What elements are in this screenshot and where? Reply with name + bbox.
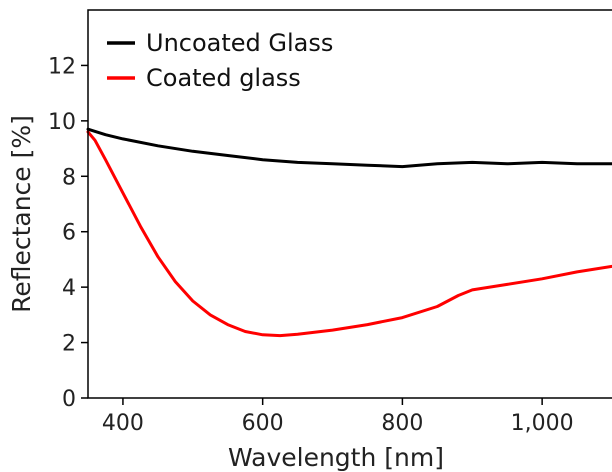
y-tick-label: 6 — [62, 221, 76, 246]
y-tick-label: 12 — [48, 54, 76, 79]
x-tick-label: 800 — [381, 411, 423, 436]
y-tick-label: 0 — [62, 387, 76, 412]
x-tick-label: 400 — [102, 411, 144, 436]
x-tick-label: 600 — [242, 411, 284, 436]
y-tick-label: 10 — [48, 110, 76, 135]
x-axis-title: Wavelength [nm] — [228, 443, 444, 472]
x-axis: 400 600 800 1,000 — [102, 398, 574, 436]
y-tick-label: 4 — [62, 276, 76, 301]
plot-frame — [87, 9, 612, 399]
plot-lines — [86, 127, 612, 338]
y-tick-label: 8 — [62, 165, 76, 190]
series-line-0 — [86, 127, 612, 169]
series-line-1 — [86, 130, 612, 338]
y-axis-title: Reflectance [%] — [7, 115, 36, 313]
legend-label: Uncoated Glass — [146, 29, 333, 57]
y-tick-label: 2 — [62, 332, 76, 357]
y-axis: 0 2 4 6 8 10 12 — [48, 54, 88, 412]
legend: Uncoated Glass Coated glass — [107, 29, 333, 92]
x-tick-label: 1,000 — [511, 411, 574, 436]
legend-label: Coated glass — [146, 64, 301, 92]
